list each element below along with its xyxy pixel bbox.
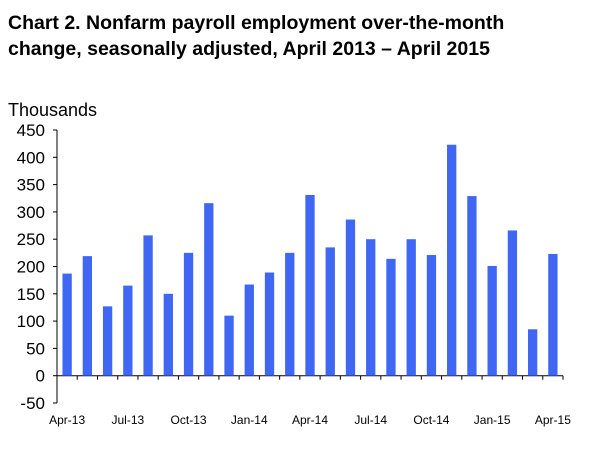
bar-Nov-14	[447, 144, 457, 376]
bar-Mar-14	[285, 252, 295, 376]
bar-Jan-14	[244, 284, 254, 376]
bar-Apr-14	[305, 194, 315, 376]
y-tick-label: 300	[17, 203, 45, 222]
bar-Feb-15	[507, 230, 518, 376]
bar-May-14	[325, 247, 335, 376]
chart-title-line-1: Chart 2. Nonfarm payroll employment over…	[8, 12, 505, 34]
y-tick-label: 400	[17, 148, 45, 167]
y-tick-label: 350	[17, 176, 45, 195]
bar-May-13	[82, 256, 93, 376]
x-tick-label: Jul-13	[111, 413, 144, 427]
bar-Mar-15	[527, 329, 538, 376]
x-tick-label: Apr-15	[535, 413, 571, 427]
bar-Dec-14	[467, 196, 477, 376]
bar-Jun-14	[345, 219, 356, 376]
y-tick-label: 250	[17, 230, 45, 249]
bar-Aug-14	[386, 258, 396, 376]
bar-Oct-14	[426, 255, 437, 376]
x-tick-label: Apr-14	[292, 413, 328, 427]
y-tick-label: 100	[17, 312, 45, 331]
bar-Jul-14	[366, 239, 376, 376]
bar-Feb-14	[264, 272, 275, 376]
bar-Nov-13	[204, 203, 214, 376]
y-axis-unit-label: Thousands	[8, 100, 98, 120]
chart-title-line-2: change, seasonally adjusted, April 2013 …	[8, 38, 490, 60]
bar-Oct-13	[183, 252, 194, 376]
x-tick-label: Jan-14	[231, 413, 268, 427]
x-tick-label: Jan-15	[474, 413, 511, 427]
x-tick-label: Apr-13	[49, 413, 85, 427]
y-tick-label: 0	[36, 367, 45, 386]
y-tick-label: 450	[17, 121, 45, 140]
bar-Jun-13	[102, 306, 113, 376]
bar-Dec-13	[224, 315, 234, 376]
x-tick-label: Jul-14	[354, 413, 387, 427]
bar-Sep-13	[163, 293, 173, 376]
y-tick-label: -50	[20, 394, 45, 413]
bar-Jan-15	[487, 265, 497, 376]
bar-Aug-13	[143, 235, 153, 376]
chart-title: Chart 2. Nonfarm payroll employment over…	[8, 10, 588, 62]
bar-Sep-14	[406, 239, 416, 376]
bar-Jul-13	[123, 285, 133, 376]
x-tick-label: Oct-14	[413, 413, 449, 427]
y-tick-label: 50	[26, 339, 45, 358]
y-tick-label: 200	[17, 258, 45, 277]
y-tick-label: 150	[17, 285, 45, 304]
bar-Apr-13	[62, 273, 72, 376]
bar-Apr-15	[548, 253, 558, 376]
x-tick-label: Oct-13	[171, 413, 207, 427]
